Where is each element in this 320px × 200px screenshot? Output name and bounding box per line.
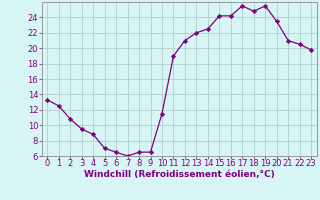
X-axis label: Windchill (Refroidissement éolien,°C): Windchill (Refroidissement éolien,°C) xyxy=(84,170,275,179)
